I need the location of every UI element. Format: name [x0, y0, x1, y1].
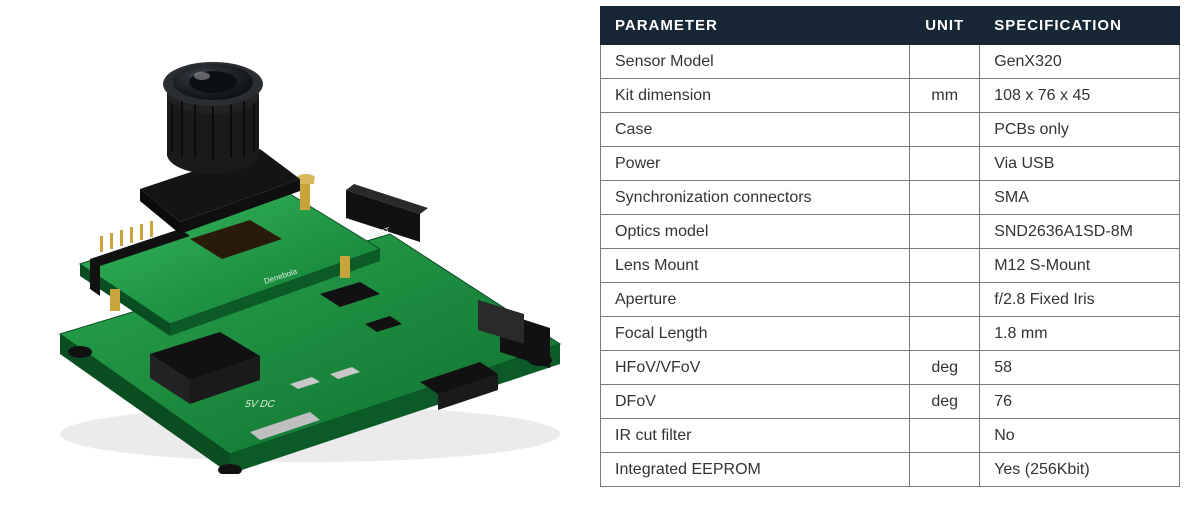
product-image-panel: 5V DC [0, 0, 600, 508]
cell-parameter: Kit dimension [601, 79, 910, 113]
table-row: DFoVdeg76 [601, 385, 1180, 419]
cell-unit [910, 317, 980, 351]
table-row: Optics model SND2636A1SD-8M [601, 215, 1180, 249]
cell-unit: deg [910, 385, 980, 419]
cell-parameter: Power [601, 147, 910, 181]
cell-unit [910, 215, 980, 249]
cell-unit [910, 453, 980, 487]
pcb-illustration: 5V DC [20, 34, 580, 474]
spec-table-header: PARAMETER UNIT SPECIFICATION [601, 7, 1180, 45]
cell-unit: deg [910, 351, 980, 385]
cell-specification: f/2.8 Fixed Iris [980, 283, 1180, 317]
table-row: Integrated EEPROM Yes (256Kbit) [601, 453, 1180, 487]
table-row: IR cut filter No [601, 419, 1180, 453]
header-parameter: PARAMETER [601, 7, 910, 45]
table-row: Power Via USB [601, 147, 1180, 181]
table-row: Kit dimensionmm108 x 76 x 45 [601, 79, 1180, 113]
cell-unit [910, 283, 980, 317]
pcb-board-graphic: 5V DC [20, 34, 580, 474]
spec-table-body: Sensor ModelGenX320Kit dimensionmm108 x … [601, 45, 1180, 487]
spec-table: PARAMETER UNIT SPECIFICATION Sensor Mode… [600, 6, 1180, 487]
cell-unit: mm [910, 79, 980, 113]
cell-parameter: Optics model [601, 215, 910, 249]
table-row: Focal Length 1.8 mm [601, 317, 1180, 351]
cell-specification: PCBs only [980, 113, 1180, 147]
cell-unit [910, 419, 980, 453]
header-unit: UNIT [910, 7, 980, 45]
cell-specification: Via USB [980, 147, 1180, 181]
cell-specification: 58 [980, 351, 1180, 385]
cell-parameter: HFoV/VFoV [601, 351, 910, 385]
table-row: Case PCBs only [601, 113, 1180, 147]
cell-parameter: Sensor Model [601, 45, 910, 79]
cell-specification: SND2636A1SD-8M [980, 215, 1180, 249]
cell-parameter: Case [601, 113, 910, 147]
cell-parameter: Focal Length [601, 317, 910, 351]
cell-parameter: Lens Mount [601, 249, 910, 283]
header-specification: SPECIFICATION [980, 7, 1180, 45]
cell-specification: M12 S-Mount [980, 249, 1180, 283]
cell-specification: 76 [980, 385, 1180, 419]
table-row: Synchronization connectors SMA [601, 181, 1180, 215]
cell-specification: 1.8 mm [980, 317, 1180, 351]
cell-specification: SMA [980, 181, 1180, 215]
table-row: Aperture f/2.8 Fixed Iris [601, 283, 1180, 317]
spec-table-panel: PARAMETER UNIT SPECIFICATION Sensor Mode… [600, 0, 1194, 508]
cell-specification: GenX320 [980, 45, 1180, 79]
cell-specification: 108 x 76 x 45 [980, 79, 1180, 113]
svg-text:5V DC: 5V DC [243, 399, 277, 410]
table-row: HFoV/VFoVdeg58 [601, 351, 1180, 385]
cell-specification: No [980, 419, 1180, 453]
cell-unit [910, 45, 980, 79]
cell-parameter: Synchronization connectors [601, 181, 910, 215]
cell-unit [910, 147, 980, 181]
table-row: Lens Mount M12 S-Mount [601, 249, 1180, 283]
cell-parameter: IR cut filter [601, 419, 910, 453]
cell-parameter: DFoV [601, 385, 910, 419]
cell-specification: Yes (256Kbit) [980, 453, 1180, 487]
cell-unit [910, 113, 980, 147]
table-row: Sensor Model GenX320 [601, 45, 1180, 79]
cell-parameter: Aperture [601, 283, 910, 317]
cell-unit [910, 249, 980, 283]
cell-parameter: Integrated EEPROM [601, 453, 910, 487]
cell-unit [910, 181, 980, 215]
